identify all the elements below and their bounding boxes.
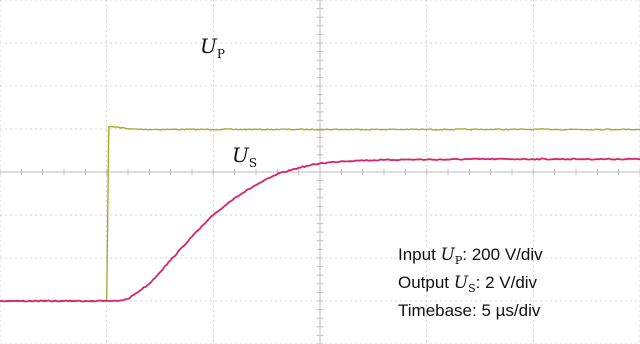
up-label-var: U xyxy=(200,34,218,58)
annotation-input-line: Input UP: 200 V/div xyxy=(398,245,543,267)
scale-annotation: Input UP: 200 V/div Output US: 2 V/div T… xyxy=(398,245,543,320)
up-label-sub: P xyxy=(217,47,225,61)
traces xyxy=(0,126,640,303)
us-trace-label: US xyxy=(232,143,257,170)
ann2-sub: S xyxy=(468,282,476,295)
up-trace-label: UP xyxy=(200,34,225,61)
us-label-sub: S xyxy=(249,156,257,170)
annotation-timebase-line: Timebase: 5 µs/div xyxy=(398,301,541,320)
ann2-prefix: Output xyxy=(398,273,454,292)
ann1-var: U xyxy=(441,245,456,265)
ann1-suffix: : 200 V/div xyxy=(462,245,543,264)
ann2-suffix: : 2 V/div xyxy=(476,273,538,292)
ann2-var: U xyxy=(454,273,469,293)
ann1-sub: P xyxy=(455,254,463,267)
us-label-var: U xyxy=(232,143,250,167)
annotation-output-line: Output US: 2 V/div xyxy=(398,273,538,295)
us-trace xyxy=(0,157,640,303)
ann1-prefix: Input xyxy=(398,245,441,264)
